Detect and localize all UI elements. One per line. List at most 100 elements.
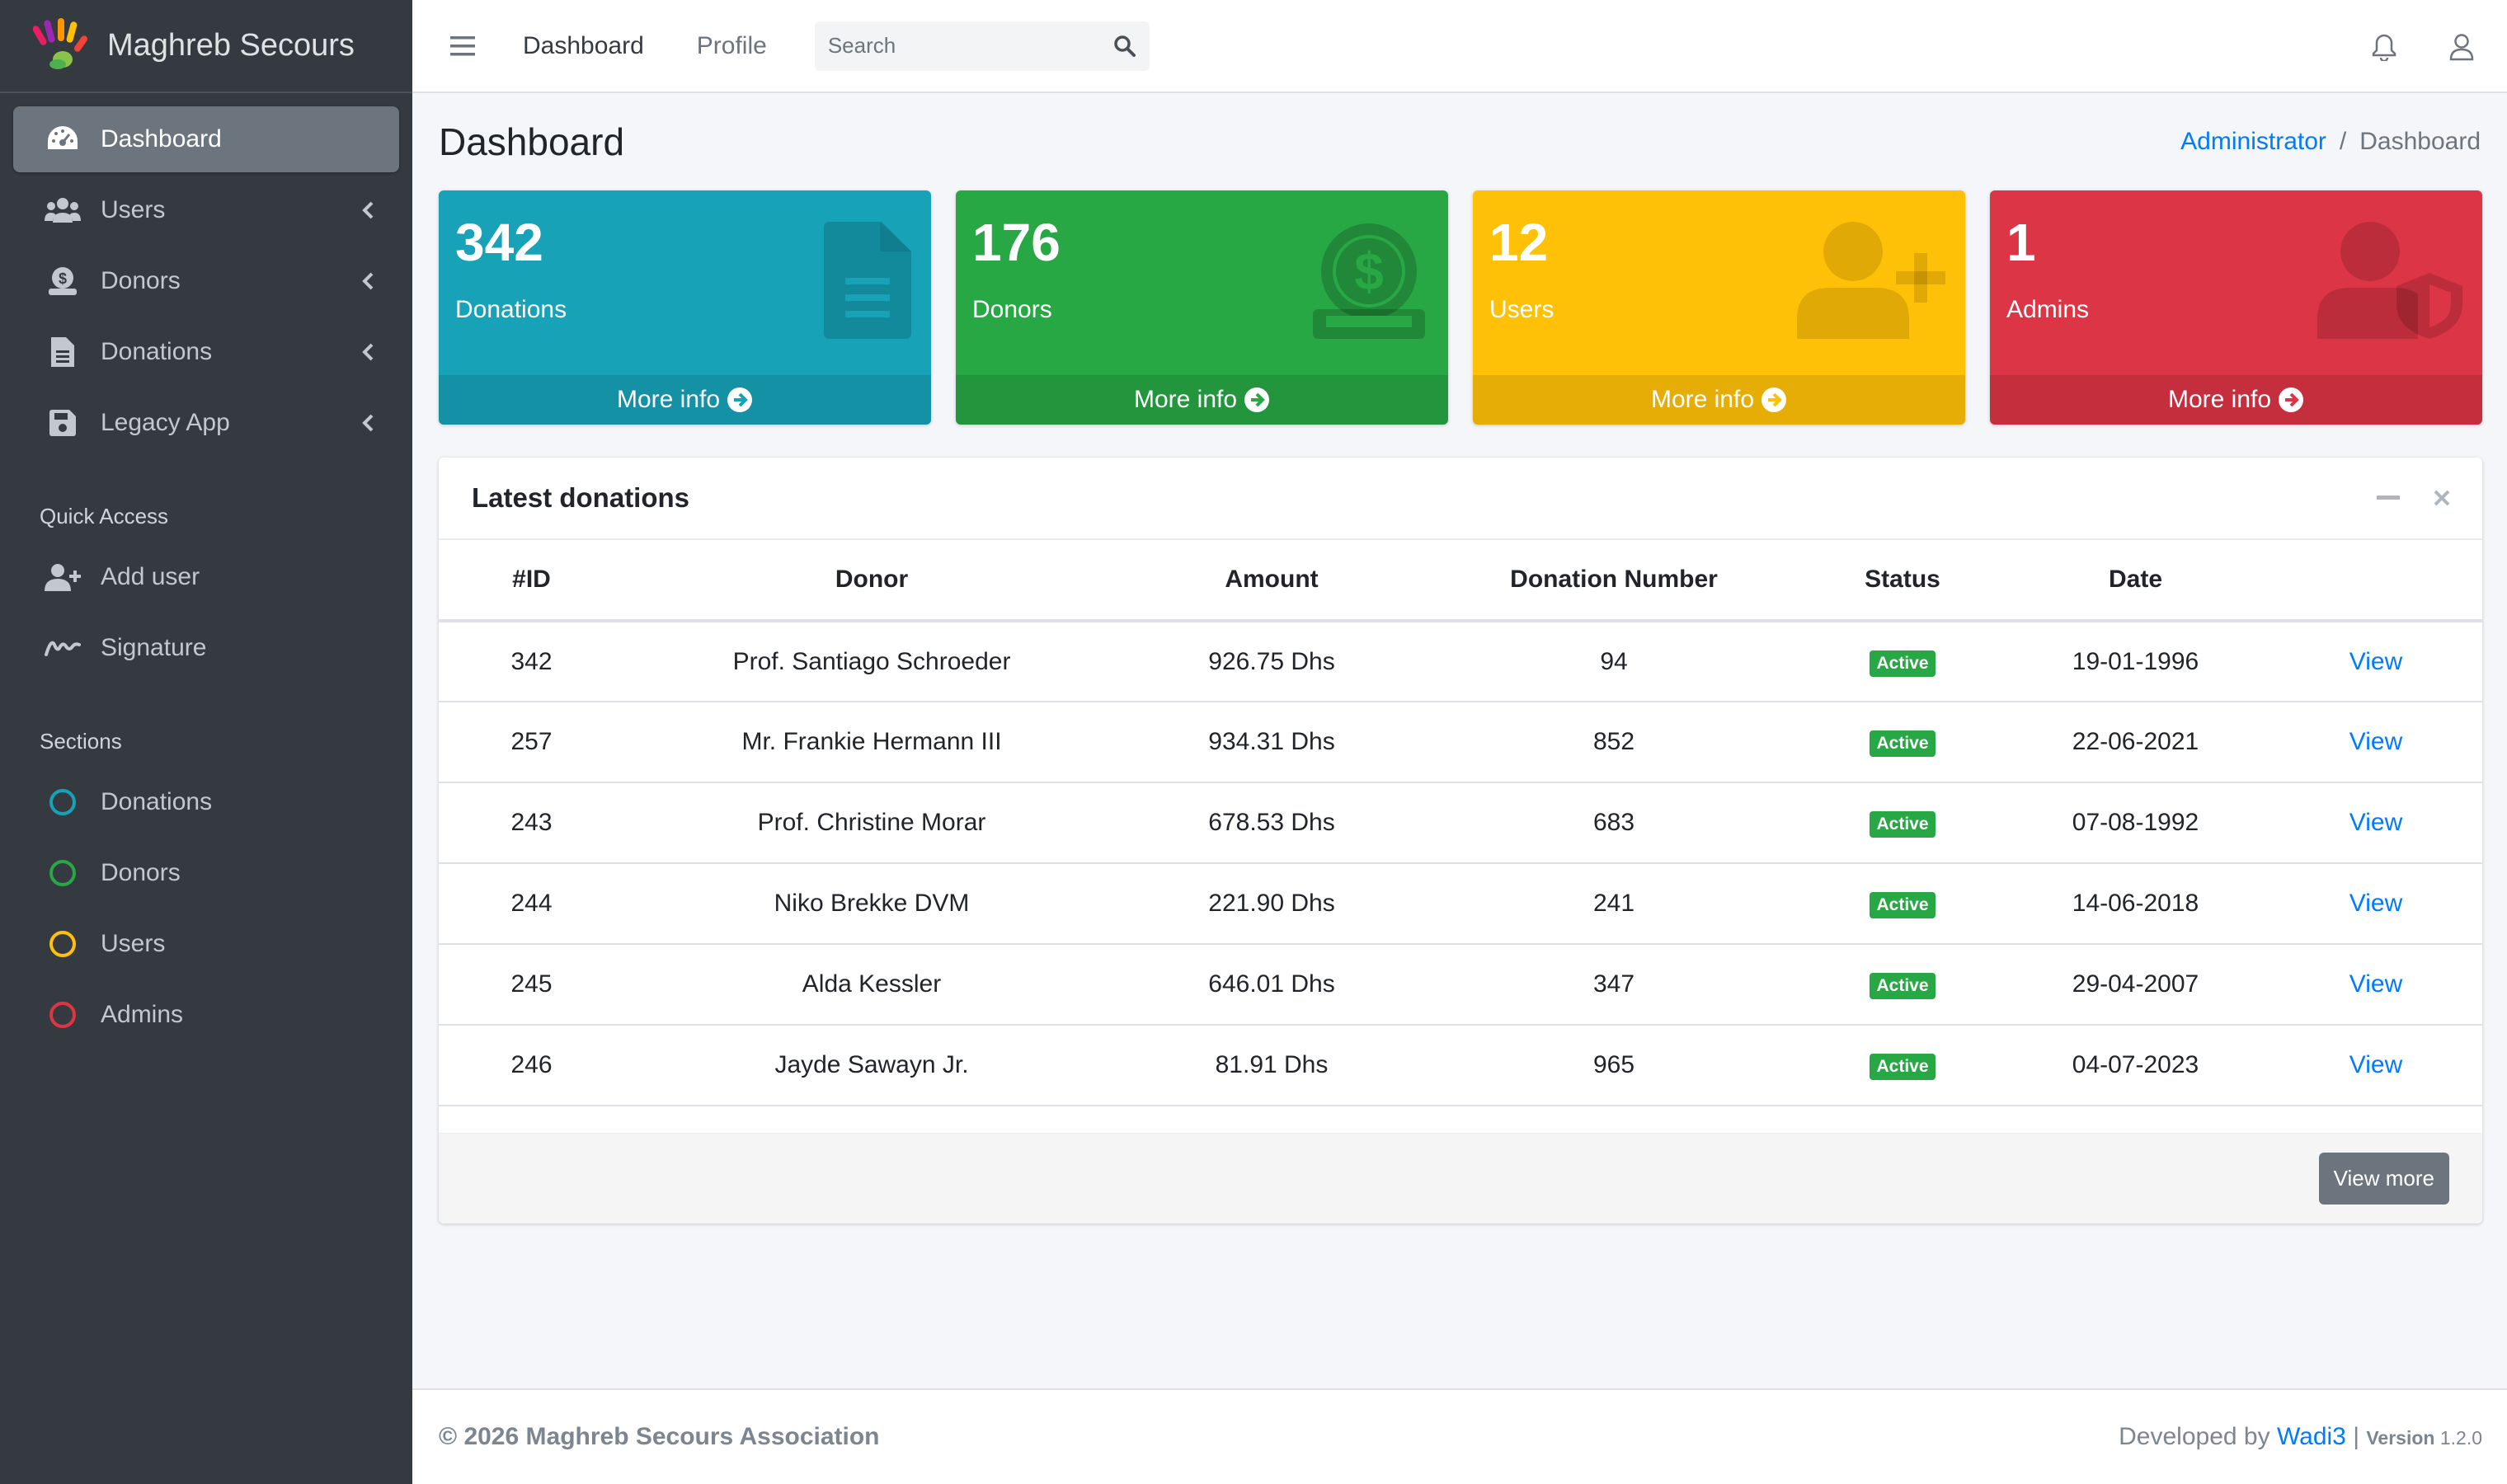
view-link[interactable]: View bbox=[2349, 728, 2403, 755]
column-header: Donation Number bbox=[1424, 540, 1804, 622]
sidebar-item-donors[interactable]: $ Donors bbox=[13, 248, 399, 314]
sidebar-item-section-donations[interactable]: Donations bbox=[13, 769, 399, 835]
cell-number: 241 bbox=[1424, 863, 1804, 945]
cell-date: 07-08-1992 bbox=[2001, 782, 2269, 864]
cell-date: 19-01-1996 bbox=[2001, 621, 2269, 702]
cell-donor: Prof. Santiago Schroeder bbox=[624, 621, 1119, 702]
user-icon[interactable] bbox=[2449, 33, 2474, 61]
card-more-info-link[interactable]: More info bbox=[1473, 375, 1965, 425]
table-row: 246 Jayde Sawayn Jr. 81.91 Dhs 965 Activ… bbox=[439, 1025, 2482, 1106]
view-link[interactable]: View bbox=[2349, 1051, 2403, 1078]
sidebar-item-label: Admins bbox=[101, 1001, 184, 1028]
user-plus-icon bbox=[45, 561, 81, 594]
cell-id: 244 bbox=[439, 863, 624, 945]
sidebar-item-signature[interactable]: Signature bbox=[13, 615, 399, 681]
cell-donor: Alda Kessler bbox=[624, 944, 1119, 1026]
main-content: Dashboard Administrator / Dashboard 342 Do… bbox=[412, 93, 2507, 1223]
circle-icon bbox=[49, 789, 76, 815]
arrow-circle-right-icon bbox=[2279, 387, 2304, 412]
svg-text:$: $ bbox=[1354, 242, 1384, 301]
search-input[interactable]: Search bbox=[814, 21, 1150, 71]
cell-amount: 646.01 Dhs bbox=[1119, 944, 1424, 1026]
cell-amount: 926.75 Dhs bbox=[1119, 621, 1424, 702]
cell-amount: 81.91 Dhs bbox=[1119, 1025, 1424, 1106]
sidebar-item-label: Users bbox=[101, 930, 166, 957]
sidebar-item-donations[interactable]: Donations bbox=[13, 319, 399, 385]
cell-date: 22-06-2021 bbox=[2001, 702, 2269, 783]
circle-icon bbox=[49, 860, 76, 886]
sidebar-item-section-users[interactable]: Users bbox=[13, 911, 399, 977]
breadcrumb-administrator[interactable]: Administrator bbox=[2180, 128, 2326, 155]
page-header: Dashboard Administrator / Dashboard bbox=[412, 93, 2507, 190]
search-placeholder: Search bbox=[827, 33, 896, 58]
footer-separator: | bbox=[2353, 1423, 2359, 1450]
view-link[interactable]: View bbox=[2349, 809, 2403, 836]
save-icon bbox=[45, 406, 81, 439]
status-badge: Active bbox=[1870, 811, 1936, 838]
status-badge: Active bbox=[1870, 973, 1936, 999]
cell-date: 29-04-2007 bbox=[2001, 944, 2269, 1026]
view-link[interactable]: View bbox=[2349, 890, 2403, 917]
card-value: 342 bbox=[455, 213, 543, 272]
sidebar-item-label: Donors bbox=[101, 267, 181, 294]
cell-number: 94 bbox=[1424, 621, 1804, 702]
sidebar-item-label: Legacy App bbox=[101, 409, 230, 436]
card-value: 12 bbox=[1489, 213, 1549, 272]
arrow-circle-right-icon bbox=[1761, 387, 1787, 412]
table-row: 257 Mr. Frankie Hermann III 934.31 Dhs 8… bbox=[439, 702, 2482, 783]
cell-id: 246 bbox=[439, 1025, 624, 1106]
sidebar-item-section-admins[interactable]: Admins bbox=[13, 982, 399, 1048]
sidebar-item-legacy-app[interactable]: Legacy App bbox=[13, 390, 399, 456]
sidebar-item-dashboard[interactable]: Dashboard bbox=[13, 106, 399, 172]
card-footer-label: More info bbox=[2167, 386, 2272, 413]
table-row: 245 Alda Kessler 646.01 Dhs 347 Active 2… bbox=[439, 944, 2482, 1026]
breadcrumb-current: Dashboard bbox=[2359, 128, 2481, 155]
version-number: 1.2.0 bbox=[2439, 1427, 2482, 1449]
hamburger-menu-icon[interactable] bbox=[450, 35, 475, 57]
sidebar-item-section-donors[interactable]: Donors bbox=[13, 840, 399, 906]
cell-id: 257 bbox=[439, 702, 624, 783]
page-title: Dashboard bbox=[439, 120, 625, 163]
close-icon[interactable] bbox=[2433, 489, 2451, 507]
cell-id: 243 bbox=[439, 782, 624, 864]
search-icon[interactable] bbox=[1113, 35, 1136, 58]
card-title: Latest donations bbox=[472, 482, 690, 513]
cell-date: 14-06-2018 bbox=[2001, 863, 2269, 945]
sidebar-item-label: Donors bbox=[101, 859, 181, 886]
card-more-info-link[interactable]: More info bbox=[1990, 375, 2482, 425]
card-more-info-link[interactable]: More info bbox=[956, 375, 1448, 425]
donations-table: #ID Donor Amount Donation Number Status … bbox=[439, 540, 2482, 1106]
version-label: Version bbox=[2366, 1427, 2435, 1449]
column-header: Amount bbox=[1119, 540, 1424, 622]
cell-amount: 221.90 Dhs bbox=[1119, 863, 1424, 945]
sidebar-item-users[interactable]: Users bbox=[13, 177, 399, 243]
column-header: #ID bbox=[439, 540, 624, 622]
card-more-info-link[interactable]: More info bbox=[439, 375, 931, 425]
cell-number: 965 bbox=[1424, 1025, 1804, 1106]
nav-link-dashboard[interactable]: Dashboard bbox=[523, 31, 644, 59]
nav-link-profile[interactable]: Profile bbox=[696, 31, 767, 59]
quick-access-header: Quick Access bbox=[40, 504, 169, 528]
brand-name: Maghreb Secours bbox=[107, 28, 355, 63]
table-row: 244 Niko Brekke DVM 221.90 Dhs 241 Activ… bbox=[439, 863, 2482, 945]
table-header-row: #ID Donor Amount Donation Number Status … bbox=[439, 540, 2482, 622]
cell-donor: Prof. Christine Morar bbox=[624, 782, 1119, 864]
brand[interactable]: Maghreb Secours bbox=[0, 0, 412, 93]
minus-icon[interactable] bbox=[2377, 495, 2400, 500]
table-row: 342 Prof. Santiago Schroeder 926.75 Dhs … bbox=[439, 621, 2482, 702]
view-link[interactable]: View bbox=[2349, 647, 2403, 675]
signature-icon bbox=[45, 632, 81, 665]
card-label: Admins bbox=[2006, 296, 2090, 323]
sidebar-item-add-user[interactable]: Add user bbox=[13, 544, 399, 610]
donors-icon: $ bbox=[45, 265, 81, 298]
view-more-button[interactable]: View more bbox=[2318, 1153, 2449, 1205]
sections-header: Sections bbox=[40, 729, 122, 754]
sections-nav: Donations Donors Users Admins bbox=[0, 769, 412, 1048]
status-badge: Active bbox=[1870, 730, 1936, 757]
cell-donor: Jayde Sawayn Jr. bbox=[624, 1025, 1119, 1106]
table-row: 243 Prof. Christine Morar 678.53 Dhs 683… bbox=[439, 782, 2482, 864]
sidebar-item-label: Signature bbox=[101, 634, 207, 661]
developer-link[interactable]: Wadi3 bbox=[2276, 1423, 2346, 1450]
bell-icon[interactable] bbox=[2372, 33, 2396, 61]
view-link[interactable]: View bbox=[2349, 970, 2403, 998]
